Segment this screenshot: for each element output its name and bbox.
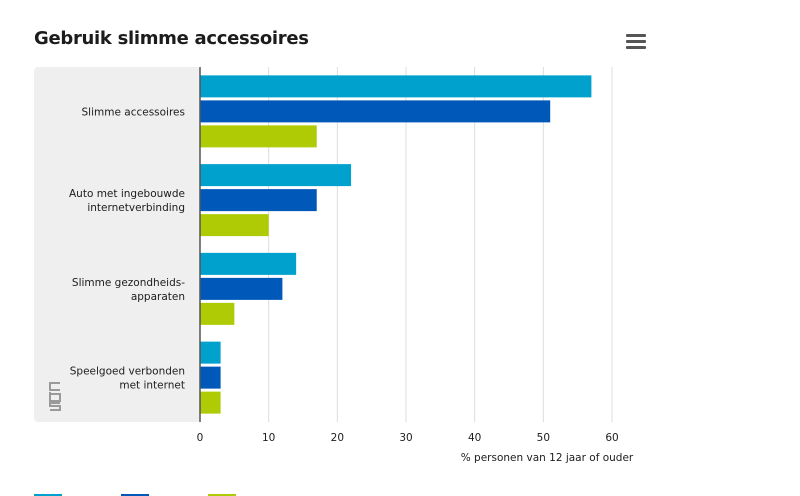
x-tick-label: 0 xyxy=(197,432,204,444)
x-tick-label: 60 xyxy=(605,432,618,444)
bar[interactable] xyxy=(200,214,269,237)
hamburger-menu-icon[interactable] xyxy=(626,34,646,52)
chart-title: Gebruik slimme accessoires xyxy=(34,28,309,49)
bar[interactable] xyxy=(200,252,297,275)
bar[interactable] xyxy=(200,341,221,364)
bar[interactable] xyxy=(200,189,317,212)
category-label: Auto met ingebouwde internetverbinding xyxy=(69,188,185,214)
x-tick-label: 20 xyxy=(331,432,344,444)
legend-swatch[interactable] xyxy=(34,494,62,496)
bar[interactable] xyxy=(200,164,352,187)
cbs-logo-icon xyxy=(49,382,61,411)
bars xyxy=(200,75,592,414)
category-label: Slimme accessoires xyxy=(82,106,186,118)
bar[interactable] xyxy=(200,100,551,123)
bar[interactable] xyxy=(200,125,317,148)
bar[interactable] xyxy=(200,391,221,414)
x-axis-title: % personen van 12 jaar of ouder xyxy=(461,452,634,464)
x-tick-labels: 0 10 20 30 40 50 60 xyxy=(197,432,619,444)
x-tick-label: 30 xyxy=(399,432,412,444)
legend-swatch[interactable] xyxy=(121,494,149,496)
bar[interactable] xyxy=(200,277,283,300)
legend xyxy=(34,494,236,496)
category-label: Speelgoed verbonden met internet xyxy=(70,366,185,392)
bar[interactable] xyxy=(200,75,592,98)
x-tick-label: 50 xyxy=(537,432,550,444)
legend-swatch[interactable] xyxy=(208,494,236,496)
x-tick-label: 10 xyxy=(262,432,275,444)
category-panel xyxy=(34,67,200,422)
x-tick-label: 40 xyxy=(468,432,481,444)
bar[interactable] xyxy=(200,302,235,325)
category-label: Slimme gezondheids-apparaten xyxy=(72,277,185,303)
category-labels: Slimme accessoires Auto met ingebouwde int… xyxy=(69,106,185,391)
bar[interactable] xyxy=(200,366,221,389)
